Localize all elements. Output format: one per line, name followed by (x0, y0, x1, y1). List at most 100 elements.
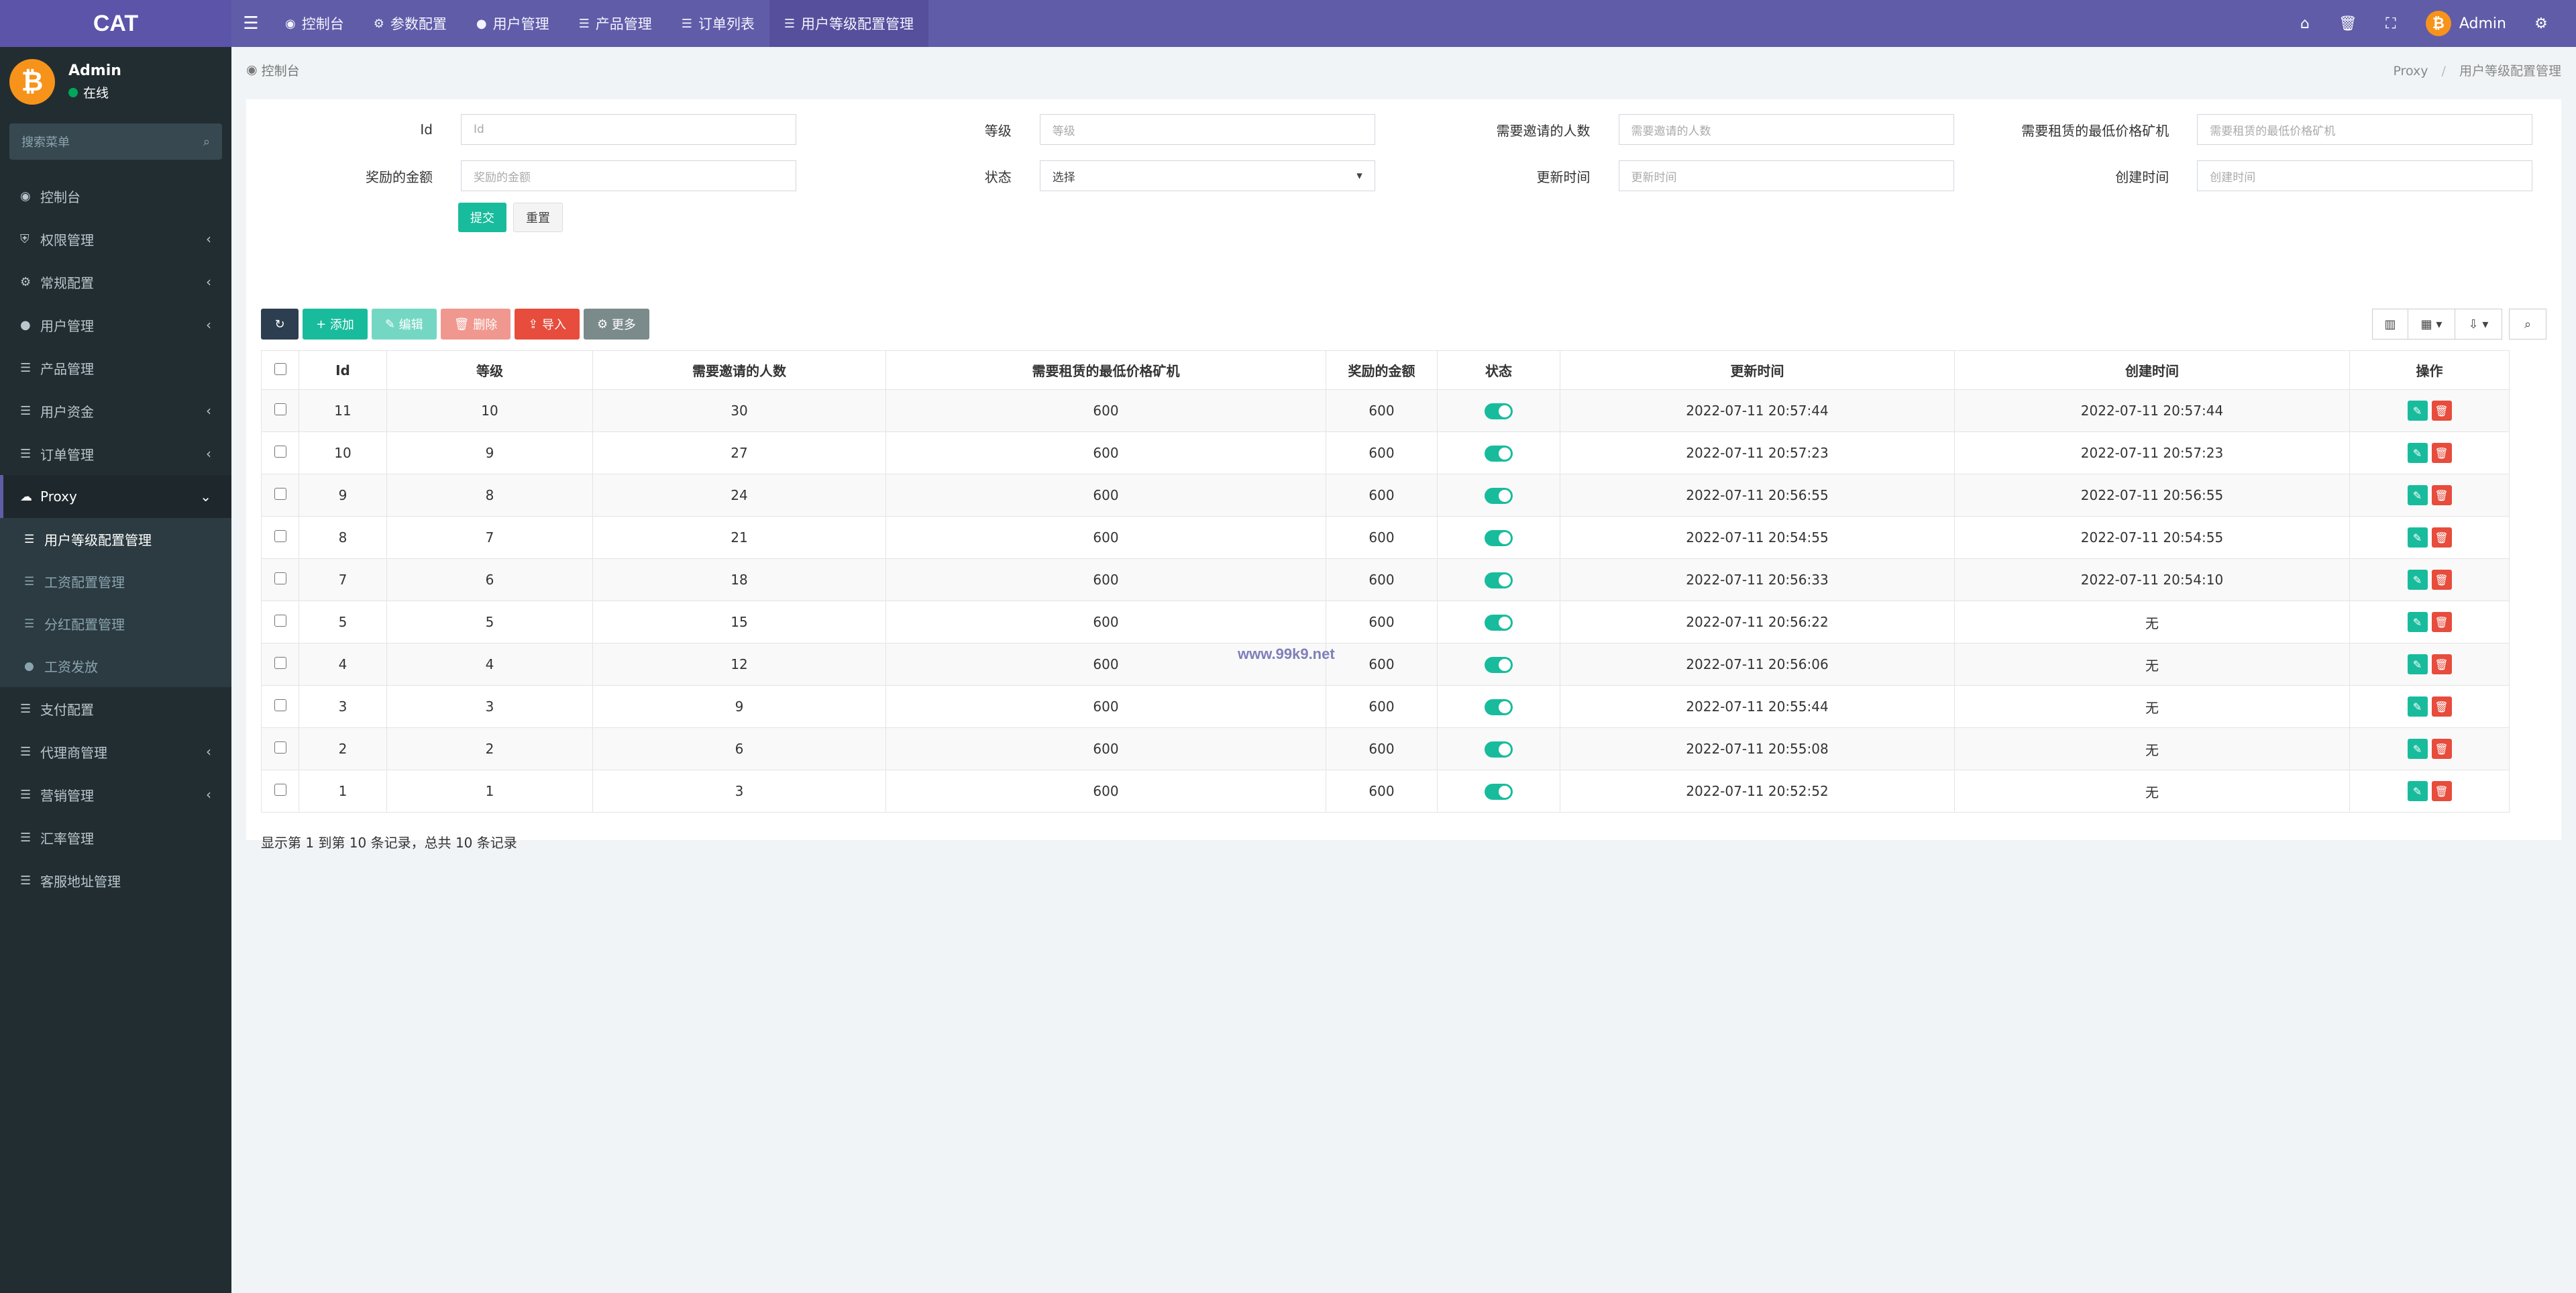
export-button[interactable]: ⇩ ▾ (2455, 309, 2502, 340)
row-checkbox[interactable] (274, 488, 286, 500)
edit-row-button[interactable]: ✎ (2407, 654, 2428, 674)
trash-icon[interactable]: 🗑 (2338, 15, 2357, 32)
sidebar-item[interactable]: ◉ 控制台 (0, 174, 231, 217)
sidebar-item[interactable]: ☁ Proxy ⌄ (0, 475, 231, 518)
sidebar-search-input[interactable]: 搜索菜单 ⌕ (9, 123, 222, 160)
fullscreen-icon[interactable]: ⛶ (2385, 15, 2396, 32)
edit-row-button[interactable]: ✎ (2407, 781, 2428, 801)
edit-row-button[interactable]: ✎ (2407, 443, 2428, 463)
edit-row-button[interactable]: ✎ (2407, 485, 2428, 505)
home-icon[interactable]: ⌂ (2300, 15, 2310, 32)
status-toggle[interactable] (1485, 783, 1513, 800)
settings-gear-icon[interactable]: ⚙ (2534, 15, 2548, 32)
delete-row-button[interactable]: 🗑 (2431, 570, 2452, 590)
sidebar-toggle-icon[interactable]: ☰ (243, 13, 259, 34)
status-toggle[interactable] (1485, 445, 1513, 462)
edit-row-button[interactable]: ✎ (2407, 612, 2428, 632)
form-input[interactable]: 需要租赁的最低价格矿机 (2197, 114, 2533, 145)
submit-button[interactable]: 提交 (458, 203, 506, 232)
sidebar-subitem[interactable]: ● 工资发放 (0, 645, 231, 687)
sidebar-subitem[interactable]: ☰ 用户等级配置管理 (0, 518, 231, 560)
top-nav-tab[interactable]: ◉ 控制台 (270, 0, 359, 47)
search-toggle-button[interactable]: ⌕ (2509, 309, 2546, 340)
sidebar-item[interactable]: ☰ 客服地址管理 (0, 859, 231, 902)
sidebar-item[interactable]: ● 用户管理 ‹ (0, 303, 231, 346)
more-button[interactable]: ⚙ 更多 (584, 309, 649, 340)
edit-row-button[interactable]: ✎ (2407, 570, 2428, 590)
sidebar-item[interactable]: ☰ 汇率管理 (0, 816, 231, 859)
sidebar-item[interactable]: ☰ 营销管理 ‹ (0, 773, 231, 816)
row-checkbox[interactable] (274, 784, 286, 796)
brand-logo[interactable]: CAT (0, 0, 231, 47)
edit-row-button[interactable]: ✎ (2407, 527, 2428, 548)
row-checkbox[interactable] (274, 657, 286, 669)
delete-row-button[interactable]: 🗑 (2431, 443, 2452, 463)
table-cell: 8 (386, 474, 593, 517)
status-toggle[interactable] (1485, 699, 1513, 715)
status-select[interactable]: 选择 ▾ (1039, 160, 1375, 191)
row-checkbox[interactable] (274, 530, 286, 542)
top-nav-tab[interactable]: ● 用户管理 (462, 0, 564, 47)
sidebar-item[interactable]: ☰ 支付配置 (0, 687, 231, 730)
form-input[interactable]: Id (461, 114, 796, 145)
row-checkbox[interactable] (274, 403, 286, 415)
status-toggle[interactable] (1485, 529, 1513, 546)
toggle-view-button[interactable]: ▥ (2372, 309, 2408, 340)
top-nav-tab[interactable]: ☰ 用户等级配置管理 (769, 0, 928, 47)
status-toggle[interactable] (1485, 487, 1513, 504)
delete-row-button[interactable]: 🗑 (2431, 696, 2452, 717)
status-toggle[interactable] (1485, 614, 1513, 631)
delete-row-button[interactable]: 🗑 (2431, 612, 2452, 632)
delete-row-button[interactable]: 🗑 (2431, 781, 2452, 801)
delete-row-button[interactable]: 🗑 (2431, 485, 2452, 505)
breadcrumb-parent[interactable]: Proxy (2393, 63, 2428, 79)
top-nav-tab-label: 参数配置 (390, 16, 447, 32)
delete-row-button[interactable]: 🗑 (2431, 401, 2452, 421)
sidebar-item[interactable]: ☰ 代理商管理 ‹ (0, 730, 231, 773)
sidebar-item[interactable]: ☰ 订单管理 ‹ (0, 432, 231, 475)
columns-button[interactable]: ▦ ▾ (2408, 309, 2455, 340)
form-input[interactable]: 等级 (1039, 114, 1375, 145)
add-button[interactable]: + 添加 (303, 309, 368, 340)
user-menu[interactable]: ₿ Admin (2412, 11, 2520, 36)
sidebar-item[interactable]: ⛨ 权限管理 ‹ (0, 217, 231, 260)
edit-row-button[interactable]: ✎ (2407, 696, 2428, 717)
top-nav-tab[interactable]: ☰ 产品管理 (564, 0, 667, 47)
delete-row-button[interactable]: 🗑 (2431, 739, 2452, 759)
select-all-checkbox[interactable] (274, 362, 286, 375)
sidebar-subitem[interactable]: ☰ 分红配置管理 (0, 603, 231, 645)
top-nav-tab[interactable]: ⚙ 参数配置 (359, 0, 462, 47)
row-checkbox[interactable] (274, 572, 286, 584)
delete-row-button[interactable]: 🗑 (2431, 527, 2452, 548)
status-toggle[interactable] (1485, 572, 1513, 588)
reset-button[interactable]: 重置 (513, 203, 563, 232)
status-toggle[interactable] (1485, 403, 1513, 419)
sidebar-subitem[interactable]: ☰ 工资配置管理 (0, 560, 231, 603)
top-nav-tab[interactable]: ☰ 订单列表 (667, 0, 769, 47)
form-input[interactable]: 需要邀请的人数 (1618, 114, 1954, 145)
sidebar-item-label: Proxy (40, 488, 77, 505)
row-checkbox[interactable] (274, 446, 286, 458)
status-toggle[interactable] (1485, 656, 1513, 673)
delete-row-button[interactable]: 🗑 (2431, 654, 2452, 674)
form-input[interactable]: 更新时间 (1618, 160, 1954, 191)
sidebar-item[interactable]: ☰ 产品管理 (0, 346, 231, 389)
import-button[interactable]: ⇪ 导入 (515, 309, 580, 340)
sidebar-submenu: ☰ 用户等级配置管理 ☰ 工资配置管理 ☰ 分红配置管理 ● 工资发放 (0, 518, 231, 687)
refresh-button[interactable]: ↻ (261, 309, 299, 340)
edit-row-button[interactable]: ✎ (2407, 401, 2428, 421)
status-toggle[interactable] (1485, 741, 1513, 758)
row-checkbox[interactable] (274, 615, 286, 627)
table-cell: 3 (592, 770, 886, 813)
edit-button[interactable]: ✎ 编辑 (371, 309, 437, 340)
form-input[interactable]: 创建时间 (2197, 160, 2533, 191)
search-icon[interactable]: ⌕ (203, 134, 210, 149)
sidebar-item[interactable]: ☰ 用户资金 ‹ (0, 389, 231, 432)
sidebar-item[interactable]: ⚙ 常规配置 ‹ (0, 260, 231, 303)
row-checkbox[interactable] (274, 741, 286, 754)
row-checkbox[interactable] (274, 699, 286, 711)
delete-button[interactable]: 🗑 删除 (440, 309, 511, 340)
form-input[interactable]: 奖励的金额 (461, 160, 796, 191)
edit-row-button[interactable]: ✎ (2407, 739, 2428, 759)
breadcrumb-home[interactable]: 控制台 (261, 63, 300, 79)
